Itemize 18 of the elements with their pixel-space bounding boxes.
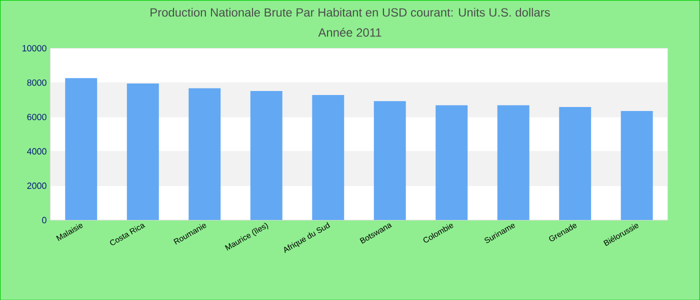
- bar: [126, 83, 159, 220]
- chart-subtitle: Année 2011: [318, 28, 382, 37]
- bar: [374, 101, 406, 220]
- y-tick-label: 10000: [22, 44, 46, 52]
- y-tick-label: 8000: [27, 79, 46, 86]
- bar: [250, 90, 282, 220]
- y-tick-label: 6000: [27, 114, 46, 120]
- y-tick-label: 0: [42, 216, 46, 224]
- y-tick-label: 2000: [27, 182, 46, 189]
- bar: [620, 110, 653, 220]
- bar: [65, 78, 98, 220]
- y-tick-label: 4000: [27, 148, 46, 154]
- bar: [436, 105, 468, 220]
- chart-title: Production Nationale Brute Par Habitant en USD courant: Units U.S. dollars: [150, 8, 550, 17]
- bar: [559, 106, 592, 220]
- bar: [188, 88, 221, 220]
- bar: [497, 105, 530, 220]
- bar: [312, 94, 344, 220]
